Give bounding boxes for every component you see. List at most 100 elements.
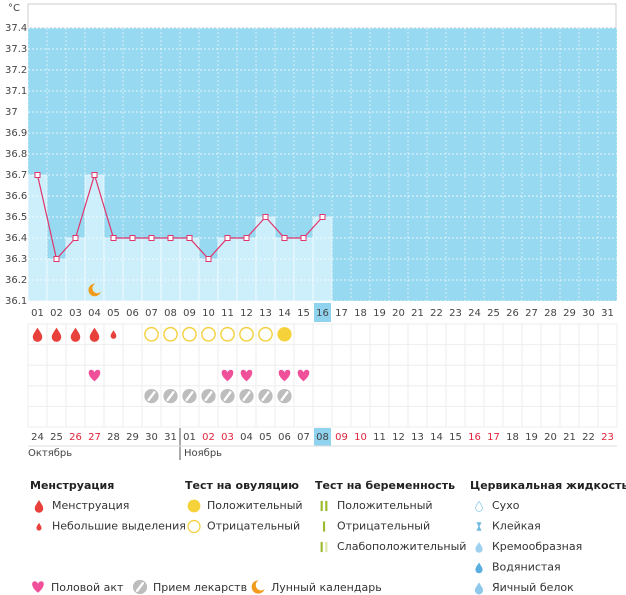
date-label: 18 (506, 432, 519, 443)
y-tick-label: 36.9 (5, 128, 27, 139)
temperature-point (148, 235, 155, 241)
date-label: 13 (411, 432, 424, 443)
legend-label: Слабоположительный (337, 540, 466, 553)
temperature-bar (274, 237, 295, 302)
legend-title: Тест на овуляцию (185, 479, 299, 492)
unit-label: °C (8, 3, 20, 14)
date-label: 11 (373, 432, 386, 443)
date-label: 29 (126, 432, 139, 443)
temperature-bar (293, 237, 314, 302)
icon-watery (475, 562, 483, 574)
x-tick-label: 01 (31, 308, 44, 319)
icon-drop (89, 327, 100, 342)
icon-part (223, 391, 232, 402)
icon-part (185, 391, 194, 402)
legend-label: Клейкая (492, 520, 541, 533)
date-label: 01 (183, 432, 196, 443)
icon-drop (51, 327, 62, 342)
icon-part (32, 581, 44, 593)
y-tick-label: 36.4 (5, 233, 27, 244)
date-label: 15 (449, 432, 462, 443)
icon-part (278, 369, 291, 382)
icon-part (297, 369, 310, 382)
icon-heart (278, 369, 291, 382)
icon-pill (163, 388, 178, 404)
temperature-bar (122, 237, 143, 302)
icon-ovulation-negative (258, 326, 273, 342)
chart-top (27, 3, 617, 29)
today-box (314, 428, 331, 446)
temperature-bar (236, 237, 257, 302)
icon-part (325, 541, 328, 553)
temperature-point (53, 256, 60, 262)
temperature-point (129, 235, 136, 241)
icon-small-drop (110, 330, 117, 339)
x-tick-label: 02 (50, 308, 63, 319)
temperature-point (167, 235, 174, 241)
icon-part (476, 522, 482, 531)
icon-ovulation-negative (201, 326, 216, 342)
x-tick-label: 13 (259, 308, 272, 319)
legend-label: Водянистая (492, 561, 561, 574)
icon-part (474, 582, 484, 595)
x-tick-label: 27 (525, 308, 538, 319)
date-label: 10 (354, 432, 367, 443)
temperature-point (243, 235, 250, 241)
icon-pill (258, 388, 273, 404)
icon-part (201, 326, 216, 342)
icon-drop (70, 327, 81, 342)
icon-pill (182, 388, 197, 404)
date-label: 09 (335, 432, 348, 443)
icon-heart (88, 369, 101, 382)
icon-pill (132, 579, 148, 595)
date-label: 06 (278, 432, 291, 443)
legend-label: Отрицательный (337, 520, 430, 533)
icon-drop (34, 500, 44, 513)
icon-preg-positive (320, 500, 328, 512)
y-tick-label: 37.2 (5, 65, 27, 76)
icon-part (221, 369, 234, 382)
month-label: Ноябрь (184, 448, 222, 459)
y-tick-label: 36.8 (5, 149, 27, 160)
icon-part (280, 391, 289, 402)
legend-label: Половой акт (51, 581, 124, 594)
legend-label: Кремообразная (492, 540, 582, 553)
icon-moon (88, 283, 101, 297)
temperature-point (186, 235, 193, 241)
x-tick-label: 31 (601, 308, 614, 319)
icon-part (322, 521, 326, 532)
x-tick-label: 09 (183, 308, 196, 319)
date-label: 28 (107, 432, 120, 443)
icon-preg-weak (320, 541, 328, 553)
x-tick-label: 29 (563, 308, 576, 319)
legend-label: Положительный (207, 499, 303, 512)
icon-part (277, 327, 292, 342)
x-tick-label: 05 (107, 308, 120, 319)
x-tick-label: 12 (240, 308, 253, 319)
x-tick-label: 06 (126, 308, 139, 319)
icon-ovulation-negative (220, 326, 235, 342)
x-tick-label: 08 (164, 308, 177, 319)
y-tick-label: 37.3 (5, 44, 27, 55)
date-label: 19 (525, 432, 538, 443)
icon-part (251, 580, 265, 594)
legend-label: Прием лекарств (153, 581, 247, 594)
legend-label: Менструация (52, 499, 129, 512)
icon-part (182, 326, 197, 342)
icon-pill (220, 388, 235, 404)
y-tick-label: 36.1 (5, 296, 27, 307)
icon-part (166, 391, 175, 402)
date-label: 27 (88, 432, 101, 443)
x-tick-label: 10 (202, 308, 215, 319)
date-label: 17 (487, 432, 500, 443)
x-tick-label: 21 (411, 308, 424, 319)
date-label: 25 (50, 432, 63, 443)
icon-part (135, 582, 145, 592)
temperature-point (72, 235, 79, 241)
x-tick-label: 15 (297, 308, 310, 319)
icon-dry (475, 500, 483, 512)
icon-moon (251, 580, 265, 594)
icon-part (258, 326, 273, 342)
icon-heart (221, 369, 234, 382)
